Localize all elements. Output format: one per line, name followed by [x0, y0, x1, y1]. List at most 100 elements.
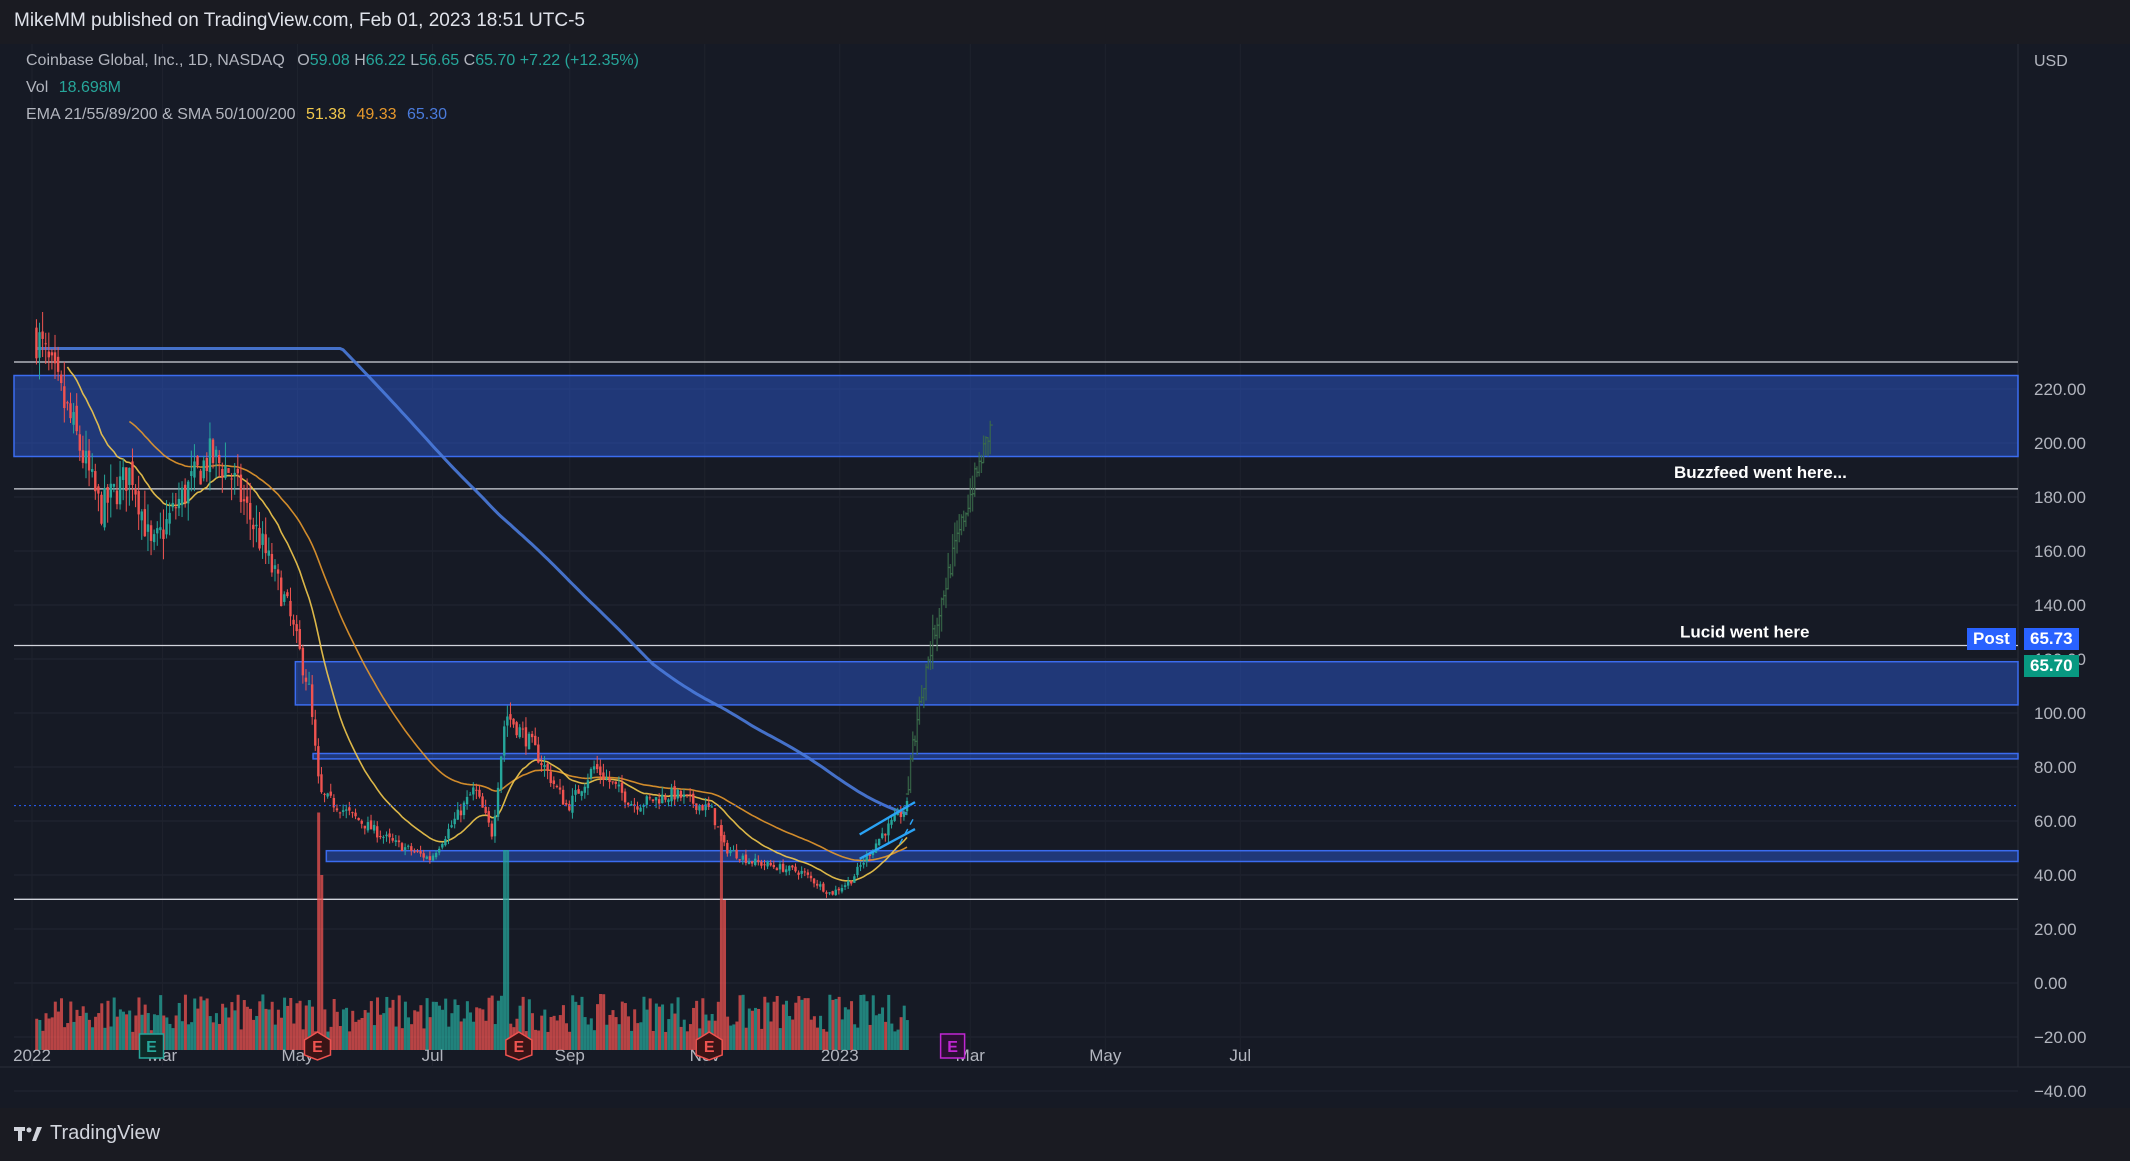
- volume-bar: [103, 1027, 107, 1050]
- candle-body: [131, 461, 134, 486]
- volume-bar: [806, 998, 810, 1050]
- candle-body: [379, 835, 382, 838]
- candle-body: [366, 822, 370, 831]
- volume-bar: [307, 1000, 311, 1050]
- candle-body: [211, 439, 215, 464]
- legend-symbol: Coinbase Global, Inc., 1D, NASDAQ: [26, 52, 285, 69]
- tradingview-logo[interactable]: TradingView: [14, 1122, 160, 1145]
- volume-bar: [152, 1014, 156, 1050]
- candle-body: [853, 876, 856, 883]
- volume-bar: [468, 1012, 472, 1050]
- volume-bar: [289, 997, 293, 1050]
- candle-body: [630, 803, 633, 806]
- candle-body: [372, 824, 376, 831]
- volume-bar: [710, 1013, 714, 1050]
- price-chart[interactable]: USD220.00200.00180.00160.00140.00120.001…: [0, 44, 2130, 1108]
- volume-bar: [620, 1001, 624, 1050]
- volume-bar: [245, 1006, 249, 1050]
- candle-body: [453, 818, 456, 825]
- volume-bar: [859, 994, 863, 1050]
- candle-body: [456, 809, 459, 820]
- volume-bar: [261, 994, 265, 1050]
- candle-body: [267, 550, 270, 556]
- candle-body: [676, 789, 679, 799]
- volume-bar: [369, 1001, 373, 1050]
- candle-body: [78, 434, 82, 451]
- legend-low-label: L: [410, 52, 420, 69]
- candle-body: [149, 525, 153, 541]
- earnings-marker-label: E: [947, 1039, 958, 1056]
- ema-21-line: [66, 366, 908, 882]
- volume-bar: [676, 997, 680, 1050]
- candle-body: [258, 527, 261, 549]
- candle-body: [218, 455, 221, 464]
- volume-bar: [441, 1009, 445, 1050]
- volume-bar: [354, 1021, 358, 1050]
- volume-bar: [134, 1015, 138, 1050]
- candle-body: [822, 883, 825, 892]
- candle-body: [499, 756, 503, 790]
- volume-bar: [853, 1024, 857, 1050]
- volume-bar: [661, 1004, 665, 1050]
- candle-body: [673, 786, 676, 800]
- channel-upper-line: [859, 801, 916, 836]
- volume-bar: [298, 1000, 302, 1050]
- candle-body: [713, 808, 717, 826]
- candle-body: [521, 728, 525, 730]
- candle-body: [763, 864, 766, 866]
- candle-body: [400, 843, 404, 852]
- candle-body: [230, 478, 233, 480]
- candle-body: [695, 803, 698, 810]
- earnings-marker: [695, 1031, 723, 1061]
- legend-low: 56.65: [419, 52, 460, 69]
- volume-bar: [784, 1000, 788, 1050]
- volume-bar: [310, 1006, 314, 1050]
- candle-body: [60, 374, 63, 384]
- candle-body: [636, 806, 639, 810]
- volume-bar: [351, 1010, 355, 1050]
- candle-body: [843, 885, 847, 887]
- candle-body: [310, 684, 314, 717]
- volume-bar: [667, 1019, 671, 1050]
- candle-body: [109, 483, 112, 498]
- candle-body: [317, 746, 320, 777]
- volume-bar: [800, 999, 804, 1050]
- candle-body: [549, 771, 552, 784]
- volume-bar: [868, 1024, 872, 1050]
- y-tick-label: −20.00: [2034, 1028, 2086, 1047]
- candle-body: [797, 872, 800, 875]
- earnings-marker: [939, 1033, 966, 1059]
- candle-body: [255, 524, 258, 527]
- volume-bar: [794, 1002, 798, 1050]
- candle-body: [890, 819, 893, 825]
- volume-bar: [695, 1000, 699, 1050]
- candle-body: [348, 807, 351, 811]
- volume-bar: [143, 1004, 147, 1050]
- volume-bar: [187, 1024, 191, 1050]
- volume-bar: [583, 1017, 587, 1050]
- volume-bar: [750, 1010, 754, 1050]
- volume-bar: [183, 994, 187, 1050]
- support-resistance-zone: [325, 849, 2019, 863]
- candle-body: [388, 833, 391, 838]
- candle-body: [546, 763, 549, 771]
- volume-bar: [140, 1014, 144, 1050]
- volume-bar: [611, 1010, 615, 1050]
- candle-body: [156, 528, 159, 534]
- earnings-marker-label: E: [514, 1039, 525, 1056]
- volume-bar: [654, 1003, 658, 1050]
- candle-body: [732, 850, 735, 852]
- volume-bar: [549, 1017, 553, 1050]
- candle-body: [772, 864, 775, 868]
- volume-bar: [394, 1026, 398, 1050]
- candle-body: [716, 826, 720, 828]
- candle-body: [589, 768, 593, 779]
- volume-bar: [162, 1015, 166, 1050]
- candle-body: [679, 790, 683, 798]
- footer-bar: [0, 1108, 2130, 1161]
- candle-body: [298, 629, 301, 649]
- volume-bar: [735, 1021, 739, 1050]
- candle-body: [434, 852, 438, 858]
- volume-bar: [450, 1013, 454, 1050]
